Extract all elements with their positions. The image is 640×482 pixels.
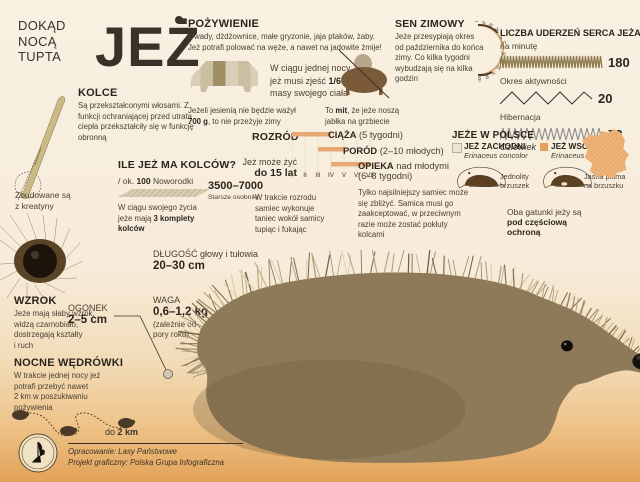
svg-text:II: II <box>303 172 307 179</box>
svg-text:II: II <box>481 21 488 25</box>
svg-text:III: III <box>315 172 320 179</box>
svg-text:V: V <box>342 172 347 179</box>
svg-text:XI: XI <box>483 74 490 80</box>
svg-text:I: I <box>292 172 293 179</box>
svg-text:XII: XII <box>476 76 482 82</box>
svg-text:I: I <box>474 21 480 22</box>
svg-text:IV: IV <box>328 172 335 179</box>
svg-text:do 2 km: do 2 km <box>105 427 138 437</box>
